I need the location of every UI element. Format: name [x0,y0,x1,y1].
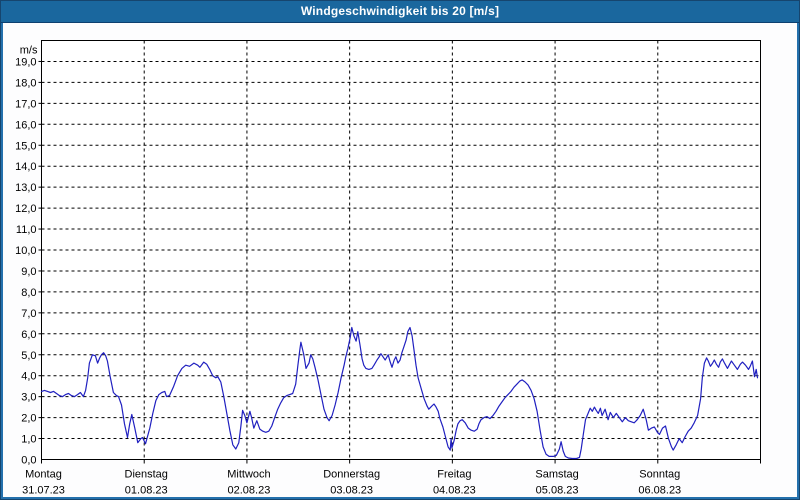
plot-area [41,40,761,460]
y-tick-label: 18,0 [15,77,36,89]
day-name-label: Sonntag [639,469,680,481]
y-tick-label: 11,0 [16,224,37,236]
y-tick-label: 1,0 [21,434,36,446]
y-tick-label: 16,0 [15,119,36,131]
y-tick-label: 13,0 [15,182,36,194]
y-tick-label: 12,0 [15,203,36,215]
y-axis-unit-label: m/s [20,45,38,57]
y-tick-label: 3,0 [21,392,36,404]
day-date-label: 04.08.23 [433,485,476,497]
plot-border [41,40,761,460]
day-name-label: Montag [25,469,62,481]
y-tick-label: 9,0 [21,266,36,278]
day-name-label: Donnerstag [323,469,380,481]
day-date-label: 01.08.23 [125,485,168,497]
y-tick-label: 5,0 [21,350,36,362]
y-tick-label: 6,0 [21,329,36,341]
day-date-label: 31.07.23 [22,485,65,497]
day-date-label: 06.08.23 [638,485,681,497]
y-tick-label: 4,0 [21,371,36,383]
day-name-label: Dienstag [125,469,168,481]
window-title: Windgeschwindigkeit bis 20 [m/s] [0,0,800,23]
day-date-label: 03.08.23 [330,485,373,497]
y-zero-label: 0,0 [21,455,36,467]
y-tick-label: 14,0 [15,161,36,173]
y-tick-label: 19,0 [15,56,36,68]
day-name-label: Mittwoch [227,469,270,481]
y-tick-label: 10,0 [15,245,36,257]
day-name-label: Freitag [437,469,471,481]
y-tick-label: 15,0 [15,140,36,152]
y-tick-label: 7,0 [21,308,36,320]
y-tick-label: 8,0 [21,287,36,299]
wind-speed-line [40,326,759,460]
day-date-label: 05.08.23 [536,485,579,497]
day-name-label: Samstag [535,469,578,481]
day-date-label: 02.08.23 [228,485,271,497]
y-tick-label: 2,0 [21,413,36,425]
y-tick-label: 17,0 [15,98,36,110]
